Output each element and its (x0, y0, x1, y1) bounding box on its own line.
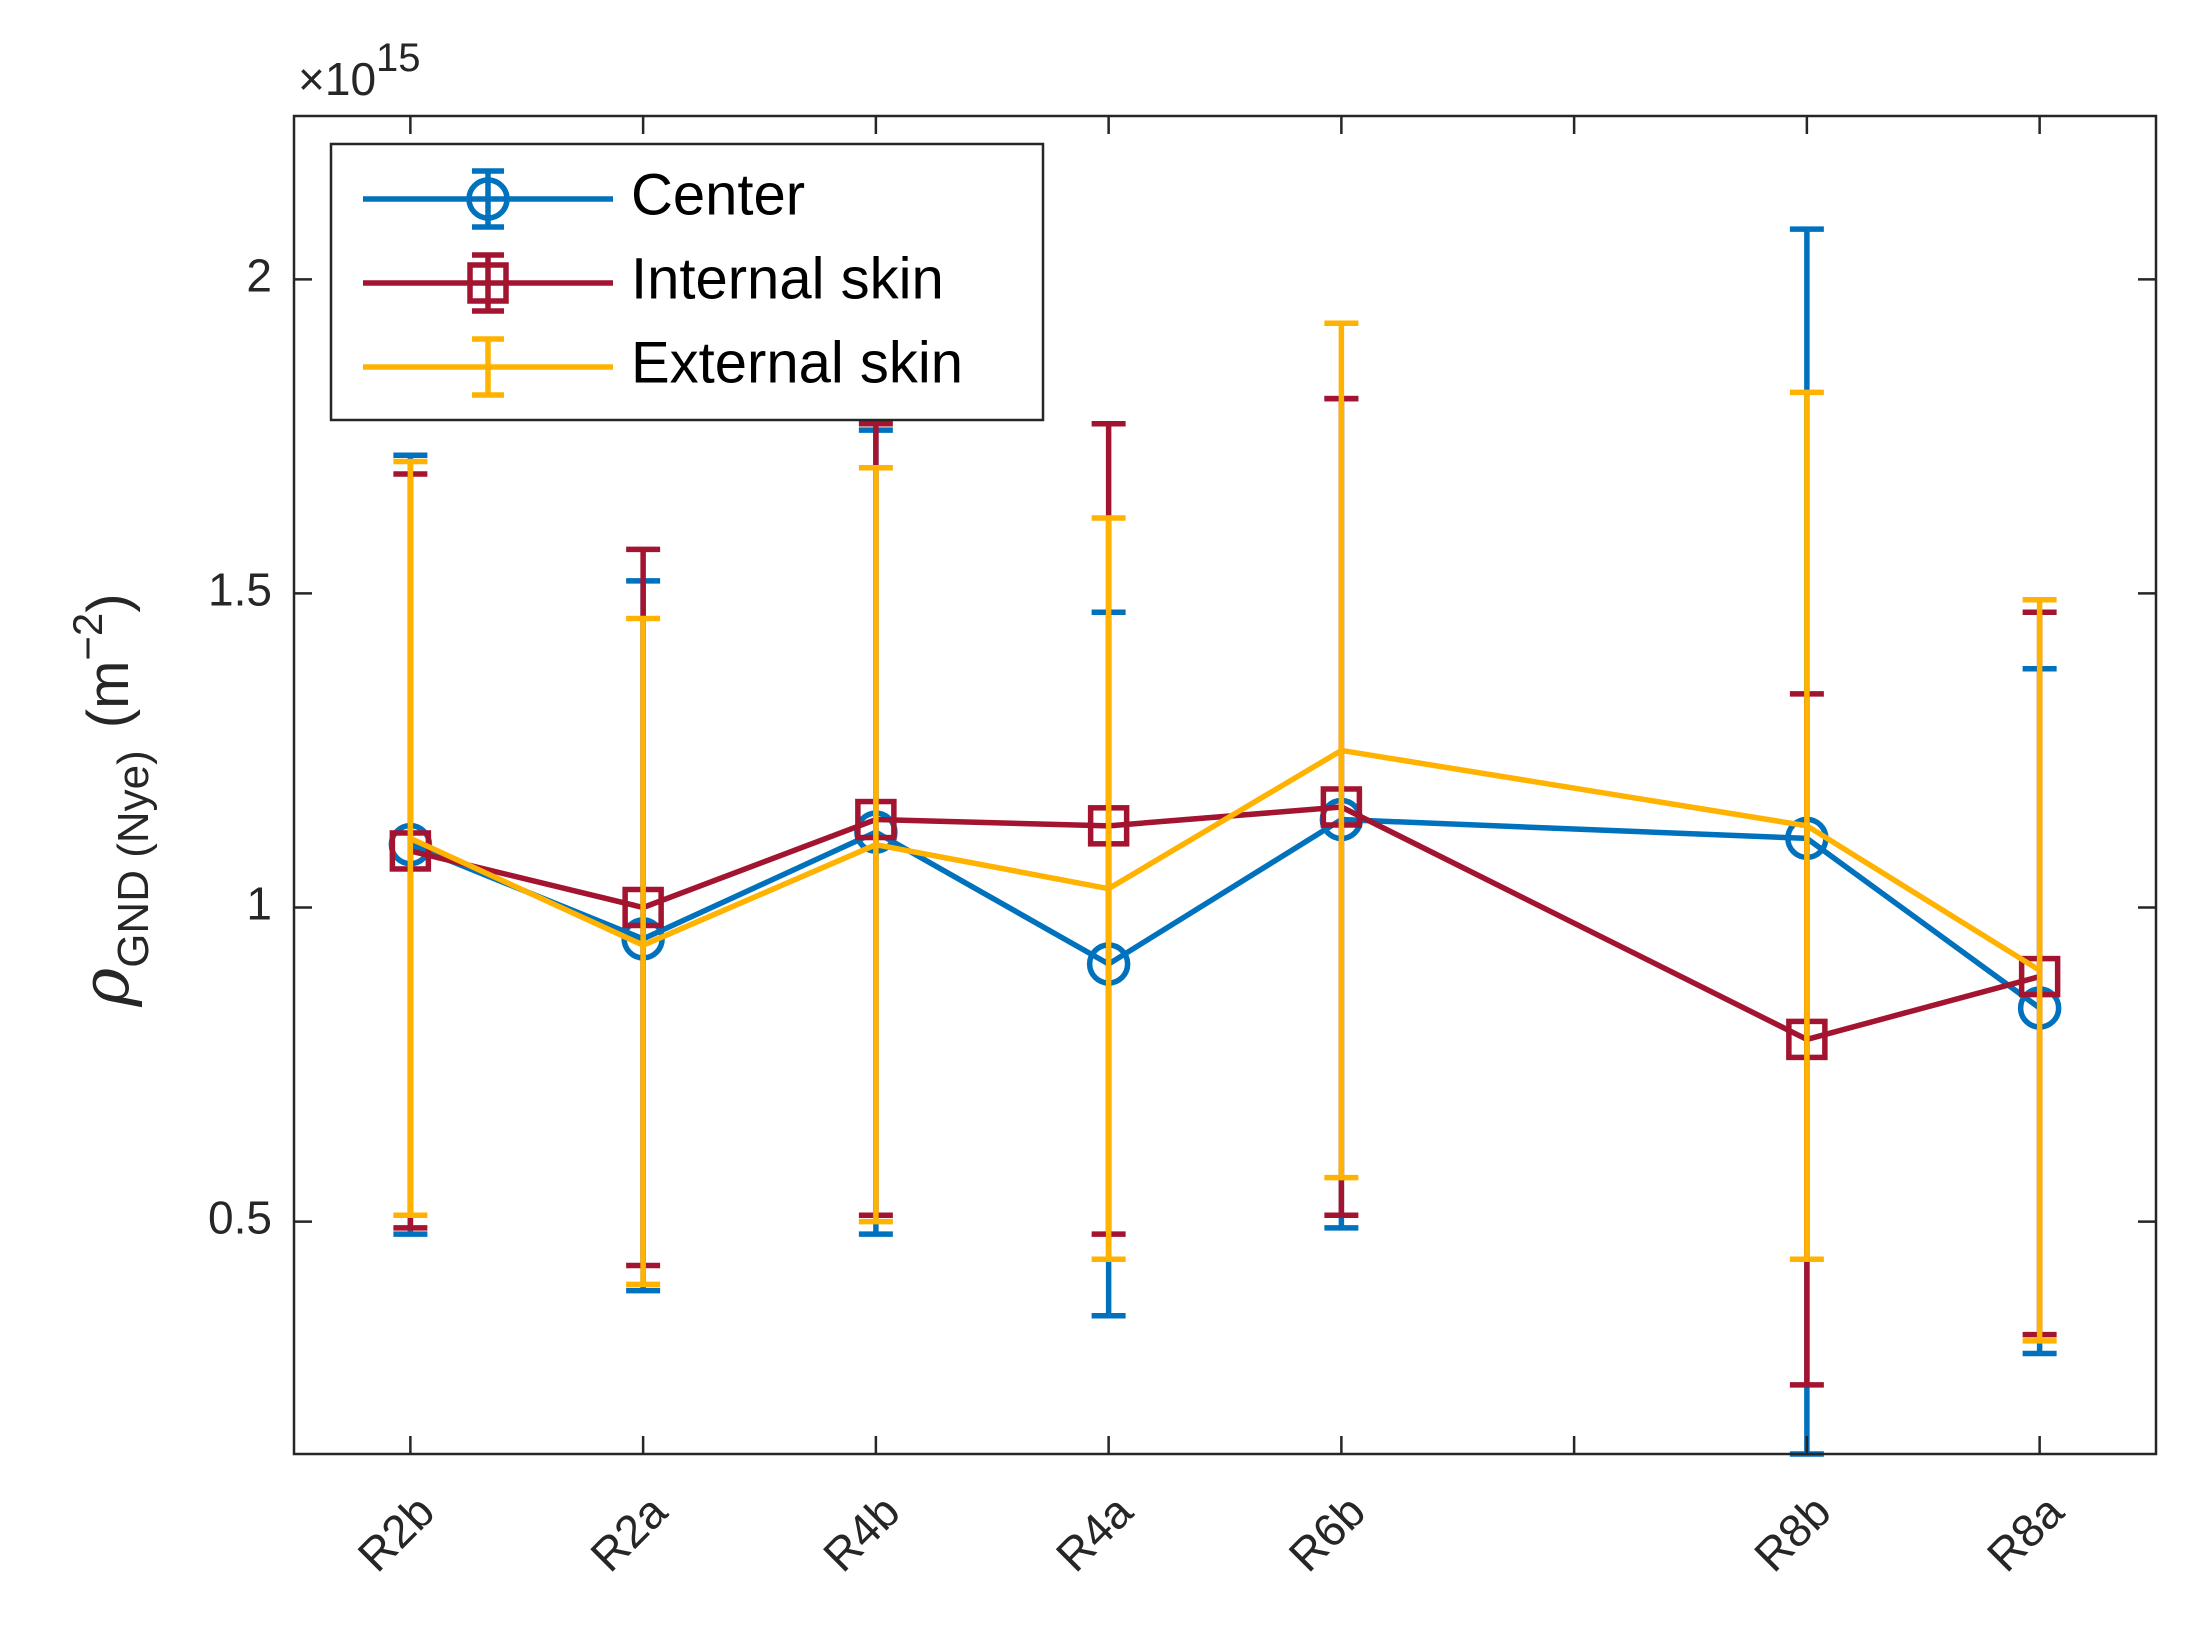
y-tick-label: 0.5 (208, 1192, 272, 1244)
legend-item: Center (363, 162, 805, 230)
svg-text:×1015: ×1015 (298, 36, 421, 105)
legend-item: Internal skin (363, 246, 944, 314)
y-tick-label: 1 (246, 878, 272, 930)
y-tick-label: 1.5 (208, 564, 272, 616)
exponent-label: ×1015 (298, 36, 421, 105)
ylabel-unit-exponent: −2 (64, 613, 111, 661)
ylabel-subscript: GND (Nye) (109, 750, 158, 968)
axes-box (292, 114, 2158, 1456)
series-external-skin (393, 320, 2057, 1344)
ylabel-unit: (m (76, 661, 141, 729)
legend-item: External skin (363, 330, 963, 398)
exponent-base: ×10 (298, 53, 376, 105)
series-line (409, 747, 2042, 973)
y-axis-label: ρGND (Nye) (m−2) (64, 593, 158, 1007)
ylabel-unit-close: ) (76, 593, 141, 612)
svg-text:ρGND (Nye)(m−2): ρGND (Nye) (m−2) (64, 593, 158, 1007)
legend: Center Internal skin External skin (329, 142, 1045, 422)
legend-label: External skin (631, 330, 963, 395)
plot-area (388, 226, 2062, 1457)
exponent-power: 15 (376, 36, 421, 80)
ylabel-symbol: ρ (67, 968, 144, 1008)
y-tick-label: 2 (246, 249, 272, 301)
legend-label: Internal skin (631, 246, 944, 311)
legend-label: Center (631, 162, 805, 227)
legend-marker (467, 262, 509, 304)
legend-marker (466, 177, 510, 221)
